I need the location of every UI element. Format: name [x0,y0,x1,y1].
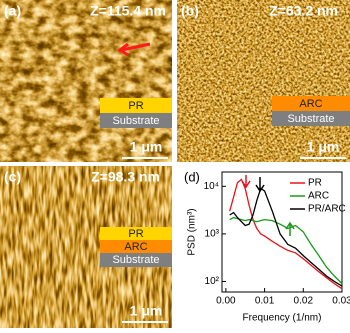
z-range: Z=98.3 nm [91,169,160,185]
x-tick-label: 0.03 [332,296,350,307]
panel-label: (d) [184,169,200,184]
layer-label: PR [128,100,143,112]
panel-label: (a) [4,3,21,19]
panel-a: (a) Z=115.4 nm PR Substrate 1 μm [0,0,172,162]
afm-image [0,0,172,162]
plot-frame [221,171,343,293]
panel-label: (c) [4,169,21,185]
z-range: Z=63.2 nm [269,3,338,19]
layer-label: ARC [124,241,147,253]
z-range: Z=115.4 nm [90,3,166,19]
arrow [117,42,151,57]
layer-box [100,253,172,267]
layer-label: ARC [299,98,322,110]
layer-label: PR [128,228,143,240]
layer-box [100,227,172,240]
panel-b: (b) Z=63.2 nm ARC Substrate 1 μm [177,0,350,162]
legend-label: PR [308,178,322,189]
panel-label: (b) [181,3,199,19]
series-line [229,187,343,287]
series-line [229,216,343,285]
panel-c: (c) Z=98.3 nm PR ARC Substrate 1 μm [0,166,172,328]
scale-label: 1 μm [307,139,340,155]
scale-label: 1 μm [130,303,163,319]
x-tick-label: 0.02 [294,296,314,307]
afm-image [177,0,350,162]
layer-box [100,98,172,113]
psd-chart: (d) PSD (nm³) Frequency (1/nm) 0.00 0.01 0… [184,169,350,323]
layer-box [100,240,172,253]
y-tick-label: 10⁴ [204,181,219,192]
layer-label: Substrate [287,113,334,125]
y-axis-title: PSD (nm³) [187,208,198,255]
y-tick-label: 10³ [205,229,220,240]
y-tick-label: 10² [205,276,220,287]
layer-box [100,113,172,128]
x-axis-title: Frequency (1/nm) [243,313,322,324]
scale-label: 1 μm [130,139,163,155]
arrow [285,221,295,236]
x-tick-label: 0.00 [216,296,236,307]
layer-box [272,96,350,111]
legend-label: ARC [308,191,329,202]
legend-label: PR/ARC [308,204,346,215]
series-line [229,178,343,290]
layer-label: Substrate [112,254,159,266]
layer-box [272,111,350,126]
layer-label: Substrate [112,115,159,127]
x-tick-label: 0.01 [255,296,275,307]
